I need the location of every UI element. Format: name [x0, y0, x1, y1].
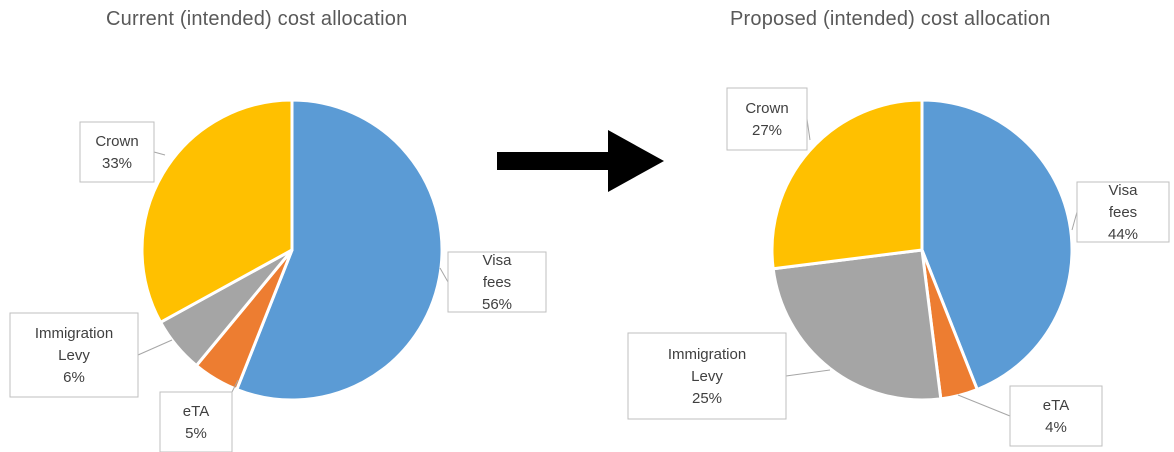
left-chart-title: Current (intended) cost allocation [106, 8, 408, 30]
leader-line [439, 267, 449, 283]
left-slice-visa-fees [234, 98, 444, 402]
label-name: Immigration [668, 346, 746, 363]
left-label-crown: Crown 33% [79, 121, 166, 183]
label-box [9, 312, 139, 398]
label-name: Immigration [35, 325, 113, 342]
leader-line [957, 394, 1011, 417]
label-name: Visa [483, 252, 513, 269]
leader-line [1071, 211, 1078, 231]
right-pie [770, 98, 1074, 402]
label-value: 44% [1108, 226, 1138, 243]
label-name: Crown [95, 133, 138, 150]
label-value: 33% [102, 155, 132, 172]
label-value: 25% [692, 390, 722, 407]
label-box [1009, 385, 1103, 447]
right-chart-title: Proposed (intended) cost allocation [730, 8, 1051, 30]
label-name: fees [1109, 204, 1137, 221]
label-value: 6% [63, 369, 85, 386]
left-slice-crown [140, 98, 294, 325]
label-name: Visa [1109, 182, 1139, 199]
label-value: 4% [1045, 419, 1067, 436]
right-label-eta: eTA 4% [957, 385, 1103, 447]
label-name: Levy [691, 368, 723, 385]
right-label-visa-fees: Visa fees 44% [1071, 181, 1170, 243]
label-value: 27% [752, 122, 782, 139]
label-name: fees [483, 274, 511, 291]
label-value: 5% [185, 425, 207, 442]
leader-line [785, 369, 831, 377]
label-value: 56% [482, 296, 512, 313]
right-label-immigration-levy: Immigration Levy 25% [627, 332, 831, 420]
label-name: eTA [183, 403, 209, 420]
label-box [627, 332, 787, 420]
right-label-crown: Crown 27% [726, 87, 811, 151]
right-arrow-icon [497, 130, 664, 192]
label-name: Levy [58, 347, 90, 364]
leader-line [153, 151, 166, 156]
label-box [1076, 181, 1170, 243]
label-box [726, 87, 808, 151]
label-box [79, 121, 155, 183]
left-pie [140, 98, 444, 402]
label-box [447, 251, 547, 313]
right-slice-immigration-levy [771, 248, 943, 402]
leader-line [137, 339, 173, 356]
left-label-immigration-levy: Immigration Levy 6% [9, 312, 173, 398]
right-slice-crown [770, 98, 924, 271]
label-name: eTA [1043, 397, 1069, 414]
label-box [159, 391, 233, 452]
left-label-eta: eTA 5% [159, 379, 239, 452]
label-name: Crown [745, 100, 788, 117]
right-slice-visa-fees [920, 98, 1074, 392]
left-label-visa-fees: Visa fees 56% [439, 251, 547, 313]
leader-line [231, 379, 239, 393]
